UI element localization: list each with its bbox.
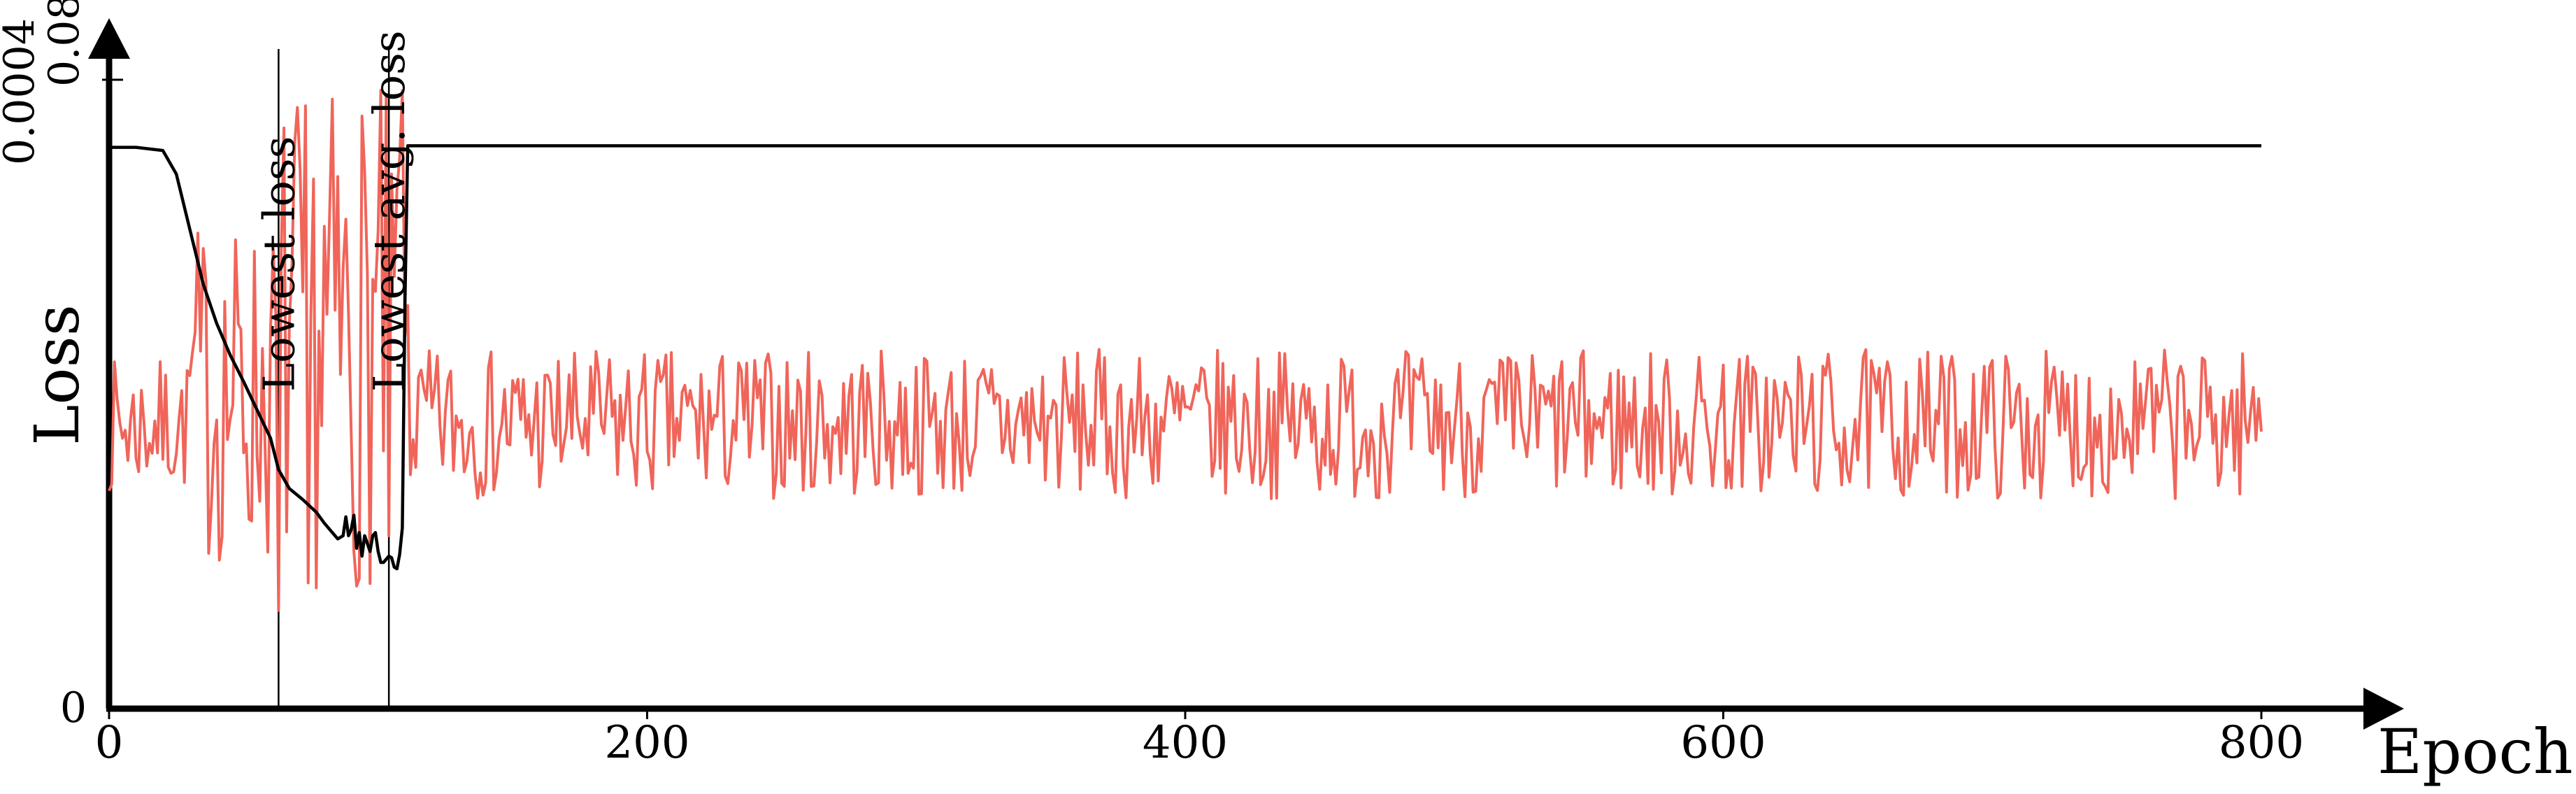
black-avg-loss-series [109, 144, 2261, 571]
marker-label: Lowest avg. loss [364, 30, 415, 392]
x-tick-label: 600 [1680, 717, 1766, 769]
y-red-top-label: 0.08 [40, 0, 89, 87]
y-axis-label: Loss [21, 304, 93, 446]
series-group [108, 88, 2263, 612]
y-axis-arrowhead [88, 18, 130, 59]
y-black-top-label: 0.0004 [0, 18, 44, 165]
x-tick-label: 0 [95, 717, 124, 769]
x-tick-group: 0 200 400 600 800 [95, 709, 2304, 769]
x-axis-label: Epoch [2377, 716, 2573, 788]
marker-labels: Lowest loss Lowest avg. loss [253, 30, 415, 392]
x-tick-label: 400 [1143, 717, 1228, 769]
x-tick-label: 800 [2219, 717, 2304, 769]
red-loss-series [108, 88, 2263, 612]
x-axis-arrowhead [2363, 688, 2404, 730]
x-tick-label: 200 [604, 717, 689, 769]
marker-label: Lowest loss [253, 136, 304, 392]
y-zero-label: 0 [60, 683, 87, 732]
